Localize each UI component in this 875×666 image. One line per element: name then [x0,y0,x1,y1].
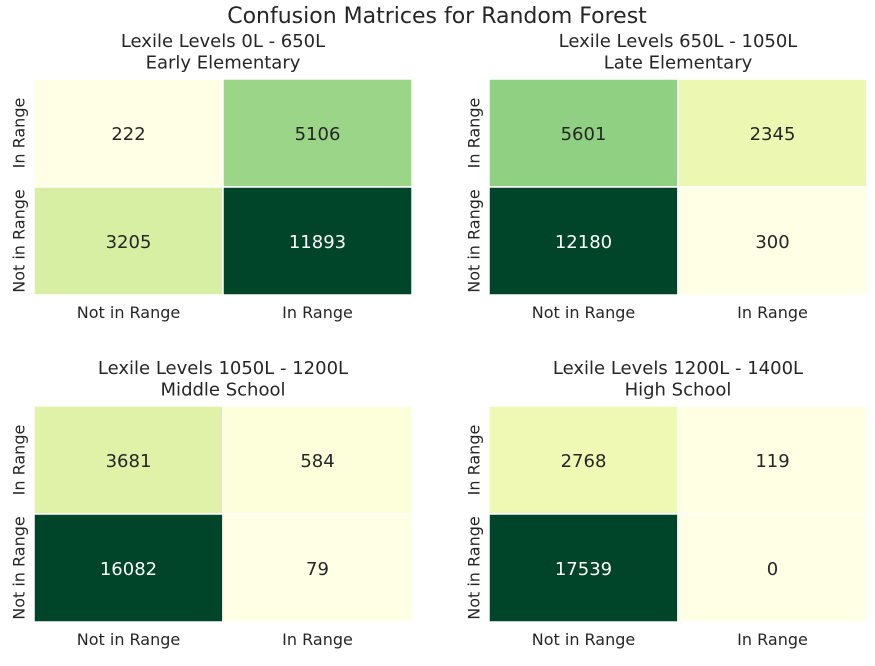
y-tick-label: In Range [10,425,29,496]
y-tick-label: Not in Range [10,189,29,293]
cell-value-label: 12180 [555,232,612,253]
x-tick-label: In Range [737,303,808,322]
heatmap-cell [33,78,224,188]
x-tick-label: Not in Range [532,303,636,322]
heatmap-cell [222,513,413,623]
heatmap-cell [222,186,413,296]
cell-value-label: 5106 [295,124,341,145]
cell-value-label: 3205 [106,232,152,253]
x-tick-label: In Range [737,630,808,649]
y-tick-label: Not in Range [465,516,484,620]
y-tick-label: In Range [465,425,484,496]
heatmap-cell [488,78,679,188]
heatmap-cell [677,186,868,296]
x-tick-label: Not in Range [532,630,636,649]
panel-title: Lexile Levels 1050L - 1200L Middle School [98,358,348,401]
heatmap-panel: Lexile Levels 1050L - 1200L Middle School… [10,358,413,649]
cell-value-label: 0 [767,559,778,580]
x-tick-label: In Range [282,303,353,322]
x-tick-label: Not in Range [77,630,181,649]
heatmap-panel: Lexile Levels 0L - 650L Early Elementary 2… [10,31,413,322]
y-tick-label: In Range [465,98,484,169]
cell-value-label: 584 [300,451,334,472]
heatmap-cell [677,405,868,515]
panel-title: Lexile Levels 1200L - 1400L High School [553,358,803,401]
cell-value-label: 2345 [750,124,796,145]
cell-value-label: 300 [755,232,789,253]
heatmap-panel: Lexile Levels 650L - 1050L Late Elementar… [465,31,868,322]
cell-value-label: 5601 [561,124,607,145]
heatmap-cell [222,405,413,515]
heatmap-panels: Lexile Levels 0L - 650L Early Elementary 2… [10,31,868,649]
y-tick-label: In Range [10,98,29,169]
cell-value-label: 222 [111,124,145,145]
cell-value-label: 11893 [289,232,346,253]
heatmap-cell [677,513,868,623]
x-tick-label: Not in Range [77,303,181,322]
cell-value-label: 17539 [555,559,612,580]
heatmap-cell [488,513,679,623]
cell-value-label: 2768 [561,451,607,472]
cell-value-label: 3681 [106,451,152,472]
heatmap-cell [677,78,868,188]
heatmap-cell [222,78,413,188]
heatmap-panel: Lexile Levels 1200L - 1400L High School 27… [465,358,868,649]
cell-value-label: 79 [306,559,329,580]
y-tick-label: Not in Range [10,516,29,620]
figure-title: Confusion Matrices for Random Forest [227,4,647,29]
panel-title: Lexile Levels 650L - 1050L Late Elementar… [559,31,798,74]
cell-value-label: 16082 [100,559,157,580]
heatmap-cell [488,186,679,296]
cell-value-label: 119 [755,451,789,472]
x-tick-label: In Range [282,630,353,649]
heatmap-cell [488,405,679,515]
heatmap-cell [33,186,224,296]
panel-title: Lexile Levels 0L - 650L Early Elementary [121,31,325,74]
y-tick-label: Not in Range [465,189,484,293]
